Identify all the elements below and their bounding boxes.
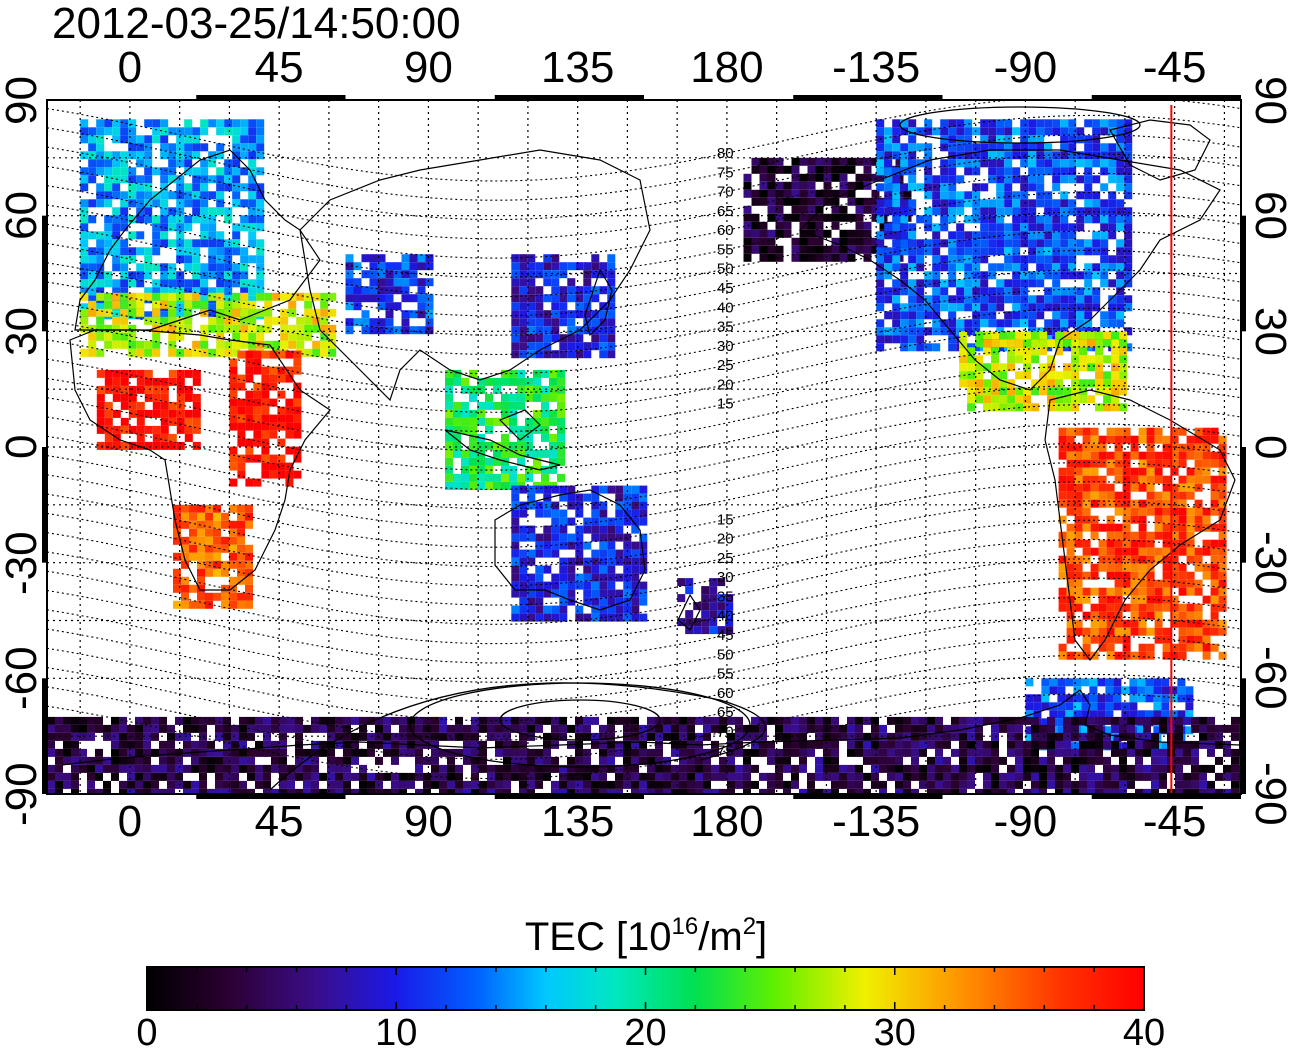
contour-labels: 80 75 70 65 60 55 50 45 40 35 30 25 20 15 15 20 25 30 35 40… [717,145,734,760]
contour-label: 60 [717,222,734,239]
tec-data-layer [47,119,1241,794]
tec-region [47,716,1241,794]
longitude-tick-label: 180 [690,43,764,92]
contour-label: 55 [717,666,734,683]
contour-label: 20 [717,376,734,393]
tec-region [1058,427,1227,660]
latitude-tick-label: 30 [0,306,46,356]
contour-label: 60 [717,685,734,702]
contour-label: 30 [717,338,734,355]
tec-region [80,119,265,320]
latitude-tick-label: -60 [0,646,46,711]
latitude-tick-label: 30 [1246,306,1292,356]
longitude-tick-label: -45 [1142,43,1207,92]
longitude-tick-label: -90 [993,797,1058,846]
tec-region [511,254,616,359]
tec-region [96,369,201,450]
contour-label: 25 [717,357,734,374]
latitude-tick-label: -60 [1246,646,1292,710]
latitude-tick-label: 90 [1246,75,1292,125]
longitude-tick-label: -90 [993,43,1058,92]
longitude-tick-label: 45 [254,797,304,846]
contour-label: 15 [717,511,734,528]
latitude-tick-label: -90 [1246,762,1292,826]
contour-label: 15 [717,396,734,413]
longitude-tick-label: 135 [540,797,615,846]
longitude-tick-label: 90 [403,43,453,92]
longitude-tick-label: 0 [117,43,143,92]
colorbar-tick-label: 30 [873,1012,916,1054]
lat-lon-grid [47,99,1241,794]
colorbar-ticks [146,967,1145,1010]
latitude-tick-label: -30 [1246,530,1292,595]
contour-label: 35 [717,319,734,336]
map-title: 2012-03-25/14:50:00 [52,0,461,48]
longitude-tick-label: -135 [832,797,921,846]
latitude-tick-label: -30 [0,531,46,595]
contour-label: 30 [717,569,734,586]
latitude-tick-label: 60 [0,191,46,241]
contour-label: 70 [717,184,734,201]
contour-label: 45 [717,280,734,297]
longitude-tick-label: 0 [117,797,143,846]
longitude-tick-label: 45 [254,43,304,92]
contour-label: 50 [717,261,734,278]
latitude-tick-label: 0 [1246,435,1292,460]
contour-label: 45 [717,627,734,644]
contour-label: 80 [717,145,734,162]
colorbar-tick-label: 10 [375,1012,418,1054]
contour-label: 65 [717,704,734,721]
latitude-tick-label: 90 [0,75,46,125]
colorbar-tick-label: 40 [1122,1012,1166,1054]
contour-label: 40 [717,299,734,316]
contour-label: 50 [717,646,734,663]
colorbar-tick-label: 0 [136,1012,158,1054]
contour-label: 70 [717,723,734,740]
tec-region [80,292,337,357]
contour-label: 75 [717,164,734,181]
longitude-tick-label: 90 [403,797,453,846]
longitude-tick-label: 135 [540,43,615,92]
latitude-tick-label: -90 [0,762,46,826]
tec-region [345,254,434,335]
colorbar-tick-label: 20 [624,1012,667,1054]
latitude-tick-label: 0 [0,434,46,459]
latitude-tick-label: 60 [1246,191,1292,241]
contour-label: 40 [717,608,734,625]
colorbar-title: TEC [1016/m2] [524,913,768,959]
longitude-tick-label: -135 [832,43,921,92]
frame-tick-bars [42,95,1246,799]
contour-label: 55 [717,241,734,258]
contour-label: 25 [717,550,734,567]
contour-label: 65 [717,203,734,220]
longitude-tick-label: 180 [690,797,764,846]
tec-region [229,350,302,487]
tec-region [173,504,253,609]
longitude-tick-label: -45 [1142,797,1207,846]
magnetic-pole-ellipses [269,106,1141,791]
contour-label: 35 [717,588,734,605]
coastlines [61,119,1241,766]
contour-label: 20 [717,531,734,548]
tec-region [445,369,565,490]
contour-label: 75 [717,743,734,760]
tec-region [959,331,1128,412]
